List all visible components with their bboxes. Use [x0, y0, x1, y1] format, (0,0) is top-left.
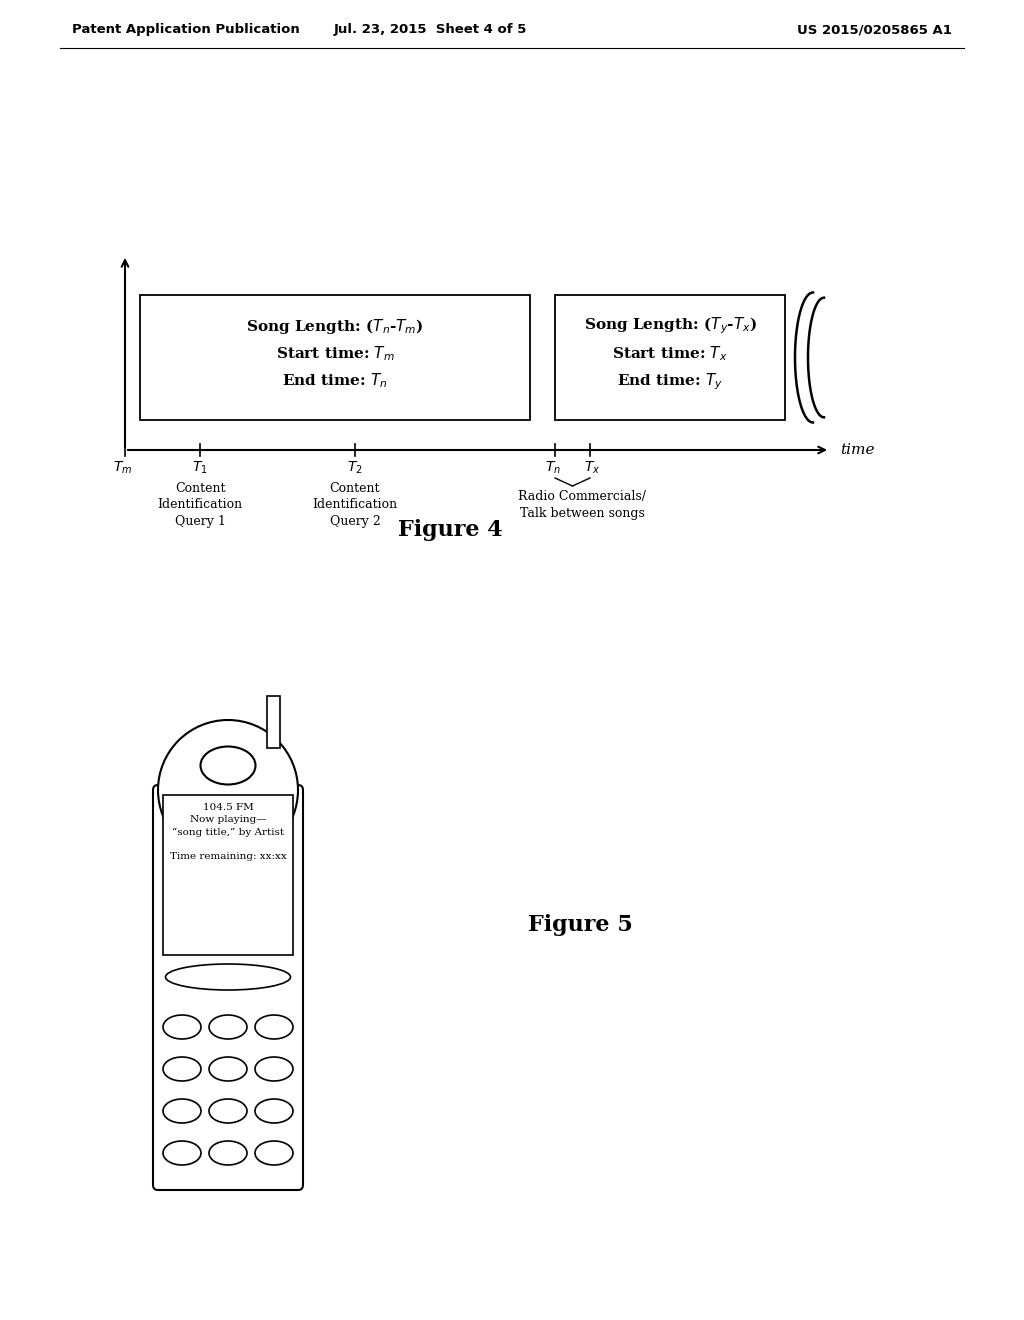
Text: $T_x$: $T_x$ [584, 459, 600, 477]
FancyBboxPatch shape [163, 795, 293, 954]
FancyBboxPatch shape [555, 294, 785, 420]
Ellipse shape [163, 1140, 201, 1166]
Ellipse shape [209, 1100, 247, 1123]
Ellipse shape [255, 1140, 293, 1166]
Text: time: time [840, 444, 874, 457]
Circle shape [158, 719, 298, 861]
Ellipse shape [255, 1057, 293, 1081]
Text: $T_2$: $T_2$ [347, 459, 362, 477]
Text: $T_1$: $T_1$ [193, 459, 208, 477]
Text: Figure 5: Figure 5 [527, 913, 633, 936]
Text: Content
Identification
Query 2: Content Identification Query 2 [312, 482, 397, 528]
FancyBboxPatch shape [140, 294, 530, 420]
FancyBboxPatch shape [266, 696, 280, 748]
Ellipse shape [209, 1015, 247, 1039]
Ellipse shape [163, 1057, 201, 1081]
Text: $T_n$: $T_n$ [545, 459, 561, 477]
Text: 104.5 FM
Now playing—
“song title,” by Artist

Time remaining: xx:xx: 104.5 FM Now playing— “song title,” by A… [170, 803, 287, 861]
Text: US 2015/0205865 A1: US 2015/0205865 A1 [797, 24, 952, 37]
Text: Jul. 23, 2015  Sheet 4 of 5: Jul. 23, 2015 Sheet 4 of 5 [334, 24, 526, 37]
Text: Radio Commercials/
Talk between songs: Radio Commercials/ Talk between songs [518, 490, 646, 520]
FancyBboxPatch shape [153, 785, 303, 1191]
Ellipse shape [201, 747, 256, 784]
Ellipse shape [163, 1100, 201, 1123]
Text: Song Length: ($T_n$-$T_m$)
Start time: $T_m$
End time: $T_n$: Song Length: ($T_n$-$T_m$) Start time: $… [246, 317, 424, 391]
Text: Song Length: ($T_y$-$T_x$)
Start time: $T_x$
End time: $T_y$: Song Length: ($T_y$-$T_x$) Start time: $… [584, 315, 757, 392]
Ellipse shape [209, 1057, 247, 1081]
Ellipse shape [209, 1140, 247, 1166]
Text: Figure 4: Figure 4 [397, 519, 503, 541]
Text: Patent Application Publication: Patent Application Publication [72, 24, 300, 37]
Ellipse shape [255, 1100, 293, 1123]
Ellipse shape [163, 1015, 201, 1039]
Ellipse shape [166, 964, 291, 990]
Text: $T_m$: $T_m$ [114, 459, 133, 477]
Ellipse shape [255, 1015, 293, 1039]
Text: Content
Identification
Query 1: Content Identification Query 1 [158, 482, 243, 528]
